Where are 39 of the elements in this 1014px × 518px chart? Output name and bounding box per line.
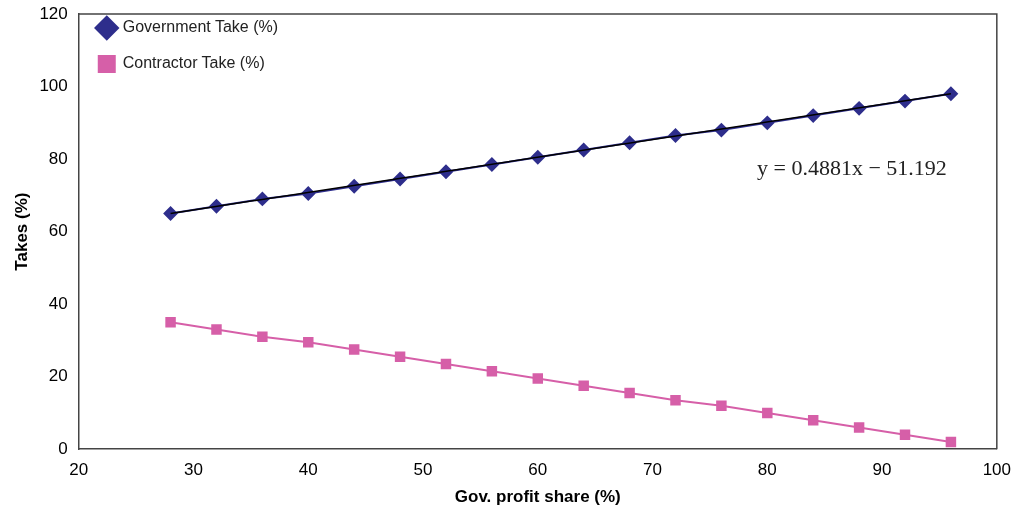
y-tick-label: 40 bbox=[48, 293, 68, 313]
x-tick-label: 70 bbox=[643, 460, 663, 480]
point bbox=[807, 414, 819, 426]
x-tick-label: 80 bbox=[757, 460, 777, 480]
point bbox=[303, 336, 314, 348]
x-tick-label: 30 bbox=[184, 460, 203, 480]
point bbox=[440, 358, 452, 370]
x-tick-label: 60 bbox=[528, 460, 548, 480]
y-tick-label: 0 bbox=[58, 438, 68, 458]
point bbox=[853, 422, 865, 433]
y-axis-title: Takes (%) bbox=[11, 192, 31, 271]
legend-label: Contractor Take (%) bbox=[122, 54, 265, 72]
x-tick-label: 50 bbox=[413, 460, 433, 480]
point bbox=[348, 344, 360, 355]
point bbox=[945, 436, 957, 448]
x-tick-label: 40 bbox=[298, 460, 318, 480]
y-tick-label: 60 bbox=[48, 221, 68, 241]
point bbox=[394, 351, 406, 362]
x-tick-label: 20 bbox=[69, 460, 89, 480]
x-tick-label: 90 bbox=[872, 460, 892, 480]
y-tick-label: 80 bbox=[48, 148, 68, 168]
annotation: y = 0.4881x − 51.192 bbox=[756, 154, 947, 180]
y-tick-label: 120 bbox=[39, 3, 68, 23]
x-tick-label: 100 bbox=[982, 460, 1012, 480]
point bbox=[165, 317, 176, 328]
point bbox=[624, 387, 635, 399]
x-axis-title: Gov. profit share (%) bbox=[454, 487, 621, 507]
point bbox=[532, 373, 544, 384]
point bbox=[899, 429, 911, 440]
point bbox=[670, 395, 681, 406]
point bbox=[578, 380, 589, 391]
y-tick-label: 100 bbox=[39, 76, 68, 96]
point bbox=[716, 400, 727, 411]
point bbox=[762, 407, 773, 419]
point bbox=[486, 365, 498, 377]
point bbox=[257, 331, 268, 343]
point bbox=[211, 324, 222, 335]
legend-label: Government Take (%) bbox=[122, 18, 279, 36]
y-tick-label: 20 bbox=[48, 366, 68, 386]
